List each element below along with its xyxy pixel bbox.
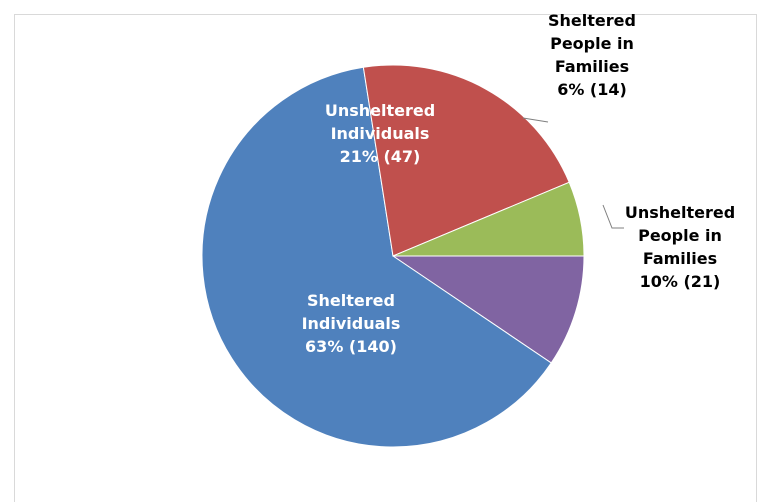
slice-label-0: Unsheltered People in Families 10% (21) bbox=[625, 203, 735, 291]
pie-slices bbox=[201, 64, 585, 448]
slice-label-1: Sheltered Individuals 63% (140) bbox=[302, 291, 401, 356]
slice-name-label: Unsheltered bbox=[625, 203, 735, 222]
slice-name-label: Individuals bbox=[331, 124, 430, 143]
slice-value-label: 10% (21) bbox=[640, 272, 721, 291]
slice-value-label: 63% (140) bbox=[305, 337, 397, 356]
pie-slice-2 bbox=[362, 64, 570, 257]
slice-name-label: Individuals bbox=[302, 314, 401, 333]
slice-name-label: Families bbox=[643, 249, 717, 268]
slice-label-3: Sheltered People in Families 6% (14) bbox=[548, 11, 636, 99]
pie-slice-1 bbox=[201, 66, 552, 448]
slice-label-2: Unsheltered Individuals 21% (47) bbox=[325, 101, 435, 166]
slice-value-label: 6% (14) bbox=[557, 80, 627, 99]
chart-border bbox=[14, 14, 757, 502]
slice-name-label: Sheltered bbox=[548, 11, 636, 30]
pie-slice-0 bbox=[391, 255, 585, 364]
data-labels: Unsheltered People in Families 10% (21) Shel… bbox=[302, 11, 736, 356]
leader-lines bbox=[522, 117, 624, 229]
slice-name-label: Families bbox=[555, 57, 629, 76]
slice-name-label: Unsheltered bbox=[325, 101, 435, 120]
slice-value-label: 21% (47) bbox=[340, 147, 421, 166]
slice-name-label: Sheltered bbox=[307, 291, 395, 310]
leader-line-3 bbox=[522, 117, 549, 123]
pie-slice-3 bbox=[392, 181, 585, 257]
slice-name-label: People in bbox=[638, 226, 722, 245]
slice-name-label: People in bbox=[550, 34, 634, 53]
leader-line-0 bbox=[602, 204, 624, 229]
